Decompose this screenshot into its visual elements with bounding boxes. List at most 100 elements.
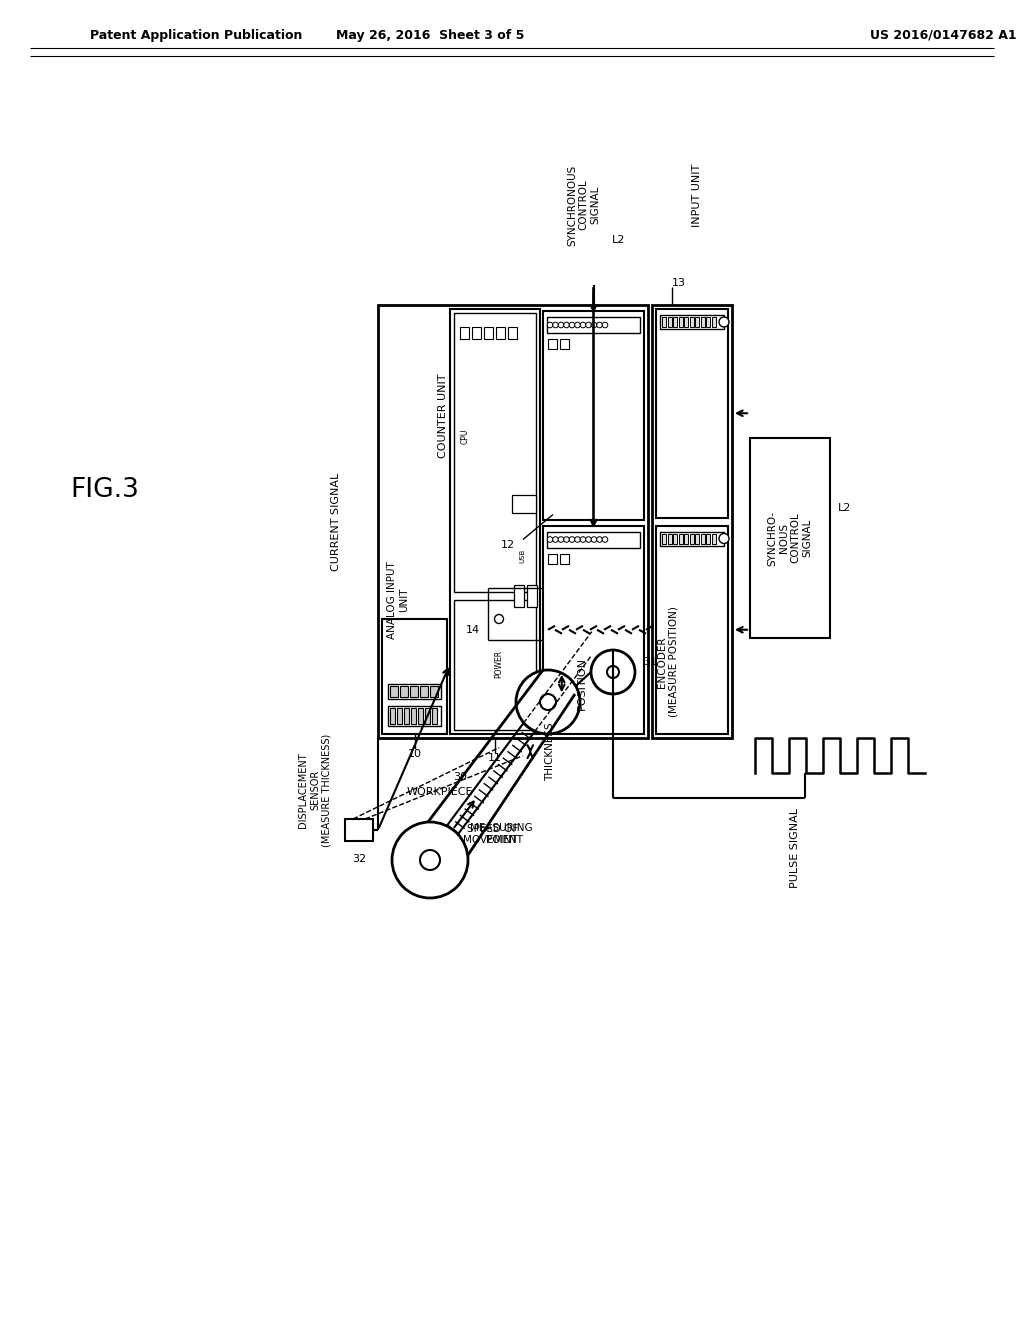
Bar (662, 533, 666, 544)
Text: 11: 11 (488, 752, 502, 763)
Text: SYNCHRO-
NOUS
CONTROL
SIGNAL: SYNCHRO- NOUS CONTROL SIGNAL (768, 511, 812, 565)
Bar (662, 317, 666, 327)
Text: CURRENT SIGNAL: CURRENT SIGNAL (331, 473, 341, 570)
Bar (484, 327, 493, 339)
Bar (750, 438, 830, 638)
Text: PULSE SIGNAL: PULSE SIGNAL (790, 808, 800, 888)
Bar (390, 708, 395, 723)
Text: COUNTER UNIT: COUNTER UNIT (438, 374, 449, 458)
Bar (454, 601, 536, 730)
Bar (508, 327, 517, 339)
Circle shape (597, 322, 602, 327)
Bar (695, 533, 699, 544)
Text: POSITION: POSITION (577, 657, 587, 710)
Circle shape (574, 322, 581, 327)
Bar (656, 525, 728, 734)
Text: Patent Application Publication: Patent Application Publication (90, 29, 302, 41)
Circle shape (581, 322, 586, 327)
Text: WORKPIECE: WORKPIECE (407, 787, 473, 797)
Bar (390, 686, 398, 697)
Bar (472, 327, 481, 339)
Circle shape (495, 615, 504, 623)
Text: May 26, 2016  Sheet 3 of 5: May 26, 2016 Sheet 3 of 5 (336, 29, 524, 41)
Text: DISPLACEMENT
SENSOR
(MEASURE THICKNESS): DISPLACEMENT SENSOR (MEASURE THICKNESS) (298, 734, 332, 846)
Bar (679, 533, 683, 544)
Bar (668, 317, 672, 327)
Bar (496, 327, 505, 339)
Circle shape (392, 822, 468, 898)
Circle shape (581, 537, 586, 543)
Circle shape (591, 649, 635, 694)
Bar (450, 309, 540, 734)
Text: THICKNESS: THICKNESS (546, 722, 555, 781)
Bar (695, 317, 699, 327)
Text: 14: 14 (466, 624, 480, 635)
Text: 10: 10 (408, 748, 422, 759)
Text: L2: L2 (611, 235, 626, 246)
Text: SPEED OF
MOVEMENT: SPEED OF MOVEMENT (463, 824, 522, 845)
Bar (712, 317, 716, 327)
Circle shape (558, 322, 564, 327)
Bar (425, 708, 430, 723)
Bar (547, 532, 640, 548)
Circle shape (540, 694, 556, 710)
Bar (560, 715, 569, 726)
Bar (514, 585, 524, 606)
Bar (689, 317, 693, 327)
Bar (382, 619, 447, 734)
Bar (527, 585, 537, 606)
Bar (652, 305, 732, 738)
Bar (432, 708, 437, 723)
Bar (689, 533, 693, 544)
Bar (548, 553, 557, 564)
Circle shape (607, 667, 618, 678)
Circle shape (586, 322, 591, 327)
Text: ANALOG INPUT
UNIT: ANALOG INPUT UNIT (387, 561, 409, 639)
Bar (512, 495, 536, 513)
Bar (548, 339, 557, 348)
Circle shape (719, 317, 729, 327)
Bar (420, 686, 428, 697)
Circle shape (553, 322, 558, 327)
Bar (543, 525, 644, 734)
Bar (660, 315, 724, 329)
Bar (700, 533, 705, 544)
Bar (388, 684, 441, 700)
Bar (679, 317, 683, 327)
Bar (378, 305, 648, 738)
Circle shape (569, 537, 574, 543)
Bar (668, 533, 672, 544)
Text: FIG.3: FIG.3 (71, 477, 139, 503)
Bar (388, 706, 441, 726)
Text: L2: L2 (839, 503, 852, 513)
Text: INPUT UNIT: INPUT UNIT (692, 164, 702, 227)
Bar (404, 708, 409, 723)
Bar (700, 317, 705, 327)
Bar (712, 533, 716, 544)
Bar (706, 533, 710, 544)
Bar (454, 313, 536, 591)
Bar (543, 312, 644, 520)
Text: POWER: POWER (495, 649, 504, 678)
Bar (548, 715, 557, 726)
Circle shape (553, 537, 558, 543)
Text: 31: 31 (643, 657, 657, 667)
Bar (660, 532, 724, 545)
Bar (656, 309, 728, 517)
Circle shape (586, 537, 591, 543)
Text: SYNCHRONOUS
CONTROL
SIGNAL: SYNCHRONOUS CONTROL SIGNAL (567, 165, 600, 246)
Bar (673, 317, 677, 327)
Bar (400, 686, 408, 697)
Circle shape (719, 533, 729, 544)
Circle shape (563, 537, 569, 543)
Bar (684, 317, 688, 327)
Text: MEASURING
POINT: MEASURING POINT (470, 824, 534, 845)
Bar (560, 553, 569, 564)
Bar (684, 533, 688, 544)
Circle shape (574, 537, 581, 543)
Text: USB: USB (519, 548, 525, 562)
Bar (410, 686, 418, 697)
Circle shape (591, 322, 597, 327)
Bar (706, 317, 710, 327)
Circle shape (569, 322, 574, 327)
